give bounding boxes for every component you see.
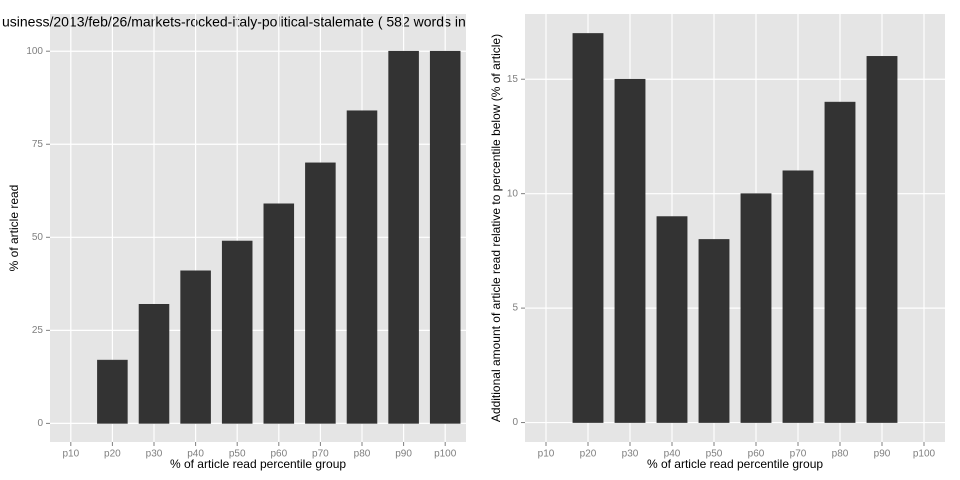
- y-tick-label: 75: [32, 139, 44, 150]
- chart-title: usiness/2013/feb/26/markets-rocked-italy…: [2, 14, 466, 30]
- x-axis-label: % of article read percentile group: [647, 457, 823, 471]
- y-tick-label: 5: [512, 303, 518, 314]
- x-tick-label: p40: [187, 449, 204, 460]
- x-tick-label: p60: [270, 449, 287, 460]
- x-tick-label: p80: [832, 449, 849, 460]
- y-tick-label: 0: [512, 417, 518, 428]
- bar: [698, 239, 730, 423]
- x-tick-label: p40: [664, 449, 681, 460]
- bar: [866, 56, 898, 423]
- y-tick-label: 50: [32, 232, 44, 243]
- x-tick-label: p50: [706, 449, 723, 460]
- x-tick-label: p70: [790, 449, 807, 460]
- x-tick-label: p50: [229, 449, 246, 460]
- x-tick-label: p100: [913, 449, 936, 460]
- x-tick-label: p60: [748, 449, 765, 460]
- x-tick-label: p20: [580, 449, 597, 460]
- bar: [782, 170, 814, 423]
- x-tick-label: p80: [354, 449, 371, 460]
- y-tick-label: 15: [507, 74, 519, 85]
- bar: [305, 162, 336, 424]
- bar: [221, 240, 253, 424]
- bar: [656, 216, 688, 423]
- bar: [572, 33, 604, 423]
- x-tick-label: p90: [874, 449, 891, 460]
- bar: [97, 359, 128, 424]
- x-tick-label: p30: [146, 449, 163, 460]
- bar: [824, 101, 856, 423]
- bar: [614, 78, 646, 423]
- y-axis-label: Additional amount of article read relati…: [489, 34, 503, 422]
- y-tick-label: 100: [26, 46, 43, 57]
- bar: [740, 193, 772, 423]
- x-tick-label: p90: [395, 449, 412, 460]
- bar: [138, 303, 170, 424]
- bar: [180, 270, 211, 424]
- x-tick-label: p10: [62, 449, 79, 460]
- bar: [429, 50, 461, 424]
- bar: [346, 110, 378, 424]
- bar: [388, 50, 419, 424]
- y-axis-label: % of article read: [7, 185, 21, 272]
- x-tick-label: p20: [104, 449, 121, 460]
- y-tick-label: 25: [32, 325, 44, 336]
- x-tick-label: p30: [622, 449, 639, 460]
- x-tick-label: p10: [538, 449, 555, 460]
- x-tick-label: p100: [434, 449, 457, 460]
- x-axis-label: % of article read percentile group: [170, 457, 346, 471]
- y-tick-label: 10: [507, 188, 519, 199]
- bar: [263, 203, 295, 424]
- x-tick-label: p70: [312, 449, 329, 460]
- y-tick-label: 0: [37, 418, 43, 429]
